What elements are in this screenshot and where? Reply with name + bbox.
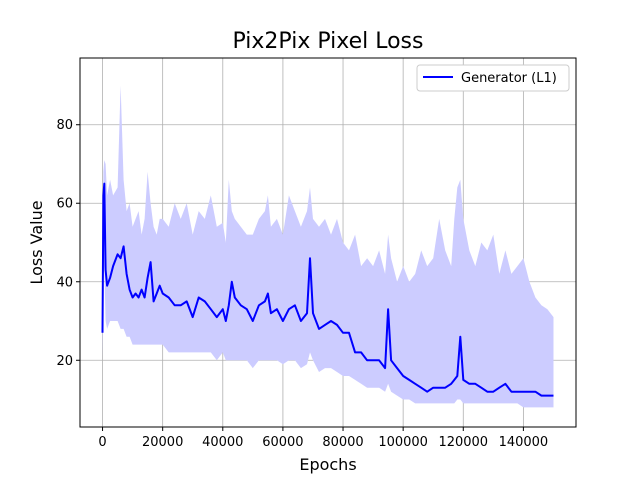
plot-frame	[79, 57, 577, 428]
legend: Generator (L1)	[416, 64, 570, 92]
chart-title: Pix2Pix Pixel Loss	[233, 29, 424, 54]
x-tick-label: 0	[98, 435, 106, 450]
series-line-generator-l1	[101, 182, 554, 397]
y-tick-label: 40	[56, 275, 73, 290]
x-tick-label: 100000	[378, 435, 428, 450]
legend-box	[416, 64, 570, 92]
x-tick-label: 140000	[499, 435, 549, 450]
legend-label-generator-l1: Generator (L1)	[461, 71, 557, 86]
y-tick-label: 60	[56, 197, 73, 212]
x-tick-label: 40000	[202, 435, 243, 450]
x-tick-label: 60000	[262, 435, 303, 450]
x-tick-label: 120000	[438, 435, 488, 450]
y-tick-label: 20	[56, 354, 73, 369]
series-variance-band	[102, 85, 554, 408]
x-axis-label: Epochs	[299, 455, 356, 474]
x-tick-label: 20000	[142, 435, 183, 450]
ticks-layer: 0 20000 40000 60000 80000 100000 120000 140000 2…	[56, 118, 548, 450]
y-tick-label: 80	[56, 118, 73, 133]
x-tick-label: 80000	[322, 435, 363, 450]
y-axis-label: Loss Value	[27, 200, 46, 284]
